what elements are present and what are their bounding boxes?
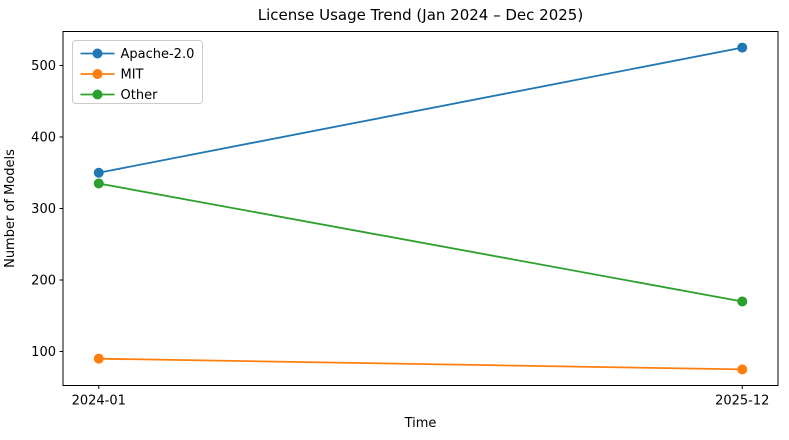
legend-label: Apache-2.0 — [121, 47, 195, 62]
y-axis-label: Number of Models — [3, 149, 18, 268]
legend-box — [72, 40, 203, 104]
legend-label: Other — [121, 88, 159, 103]
x-tick-label: 2024-01 — [72, 394, 126, 409]
chart-marker-other — [93, 178, 104, 189]
legend-marker — [92, 89, 103, 100]
y-tick-label: 400 — [31, 130, 56, 145]
chart-line-other — [98, 182, 743, 303]
x-axis-label: Time — [404, 416, 437, 431]
chart-marker-mit — [737, 364, 748, 375]
chart-line-apache-2.0 — [98, 46, 743, 174]
y-tick-label: 500 — [31, 59, 56, 74]
chart-marker-mit — [93, 353, 104, 364]
y-tick-label: 200 — [31, 274, 56, 289]
chart-marker-other — [737, 296, 748, 307]
chart-marker-apache-2.0 — [93, 167, 104, 178]
chart-title: License Usage Trend (Jan 2024 – Dec 2025… — [258, 6, 583, 24]
y-tick-label: 100 — [31, 345, 56, 360]
legend-marker — [92, 48, 103, 59]
chart-line-mit — [98, 357, 743, 371]
y-tick-label: 300 — [31, 202, 56, 217]
chart-marker-apache-2.0 — [737, 42, 748, 53]
legend-label: MIT — [121, 68, 144, 83]
x-tick-label: 2025-12 — [715, 394, 769, 409]
legend-marker — [92, 69, 103, 79]
